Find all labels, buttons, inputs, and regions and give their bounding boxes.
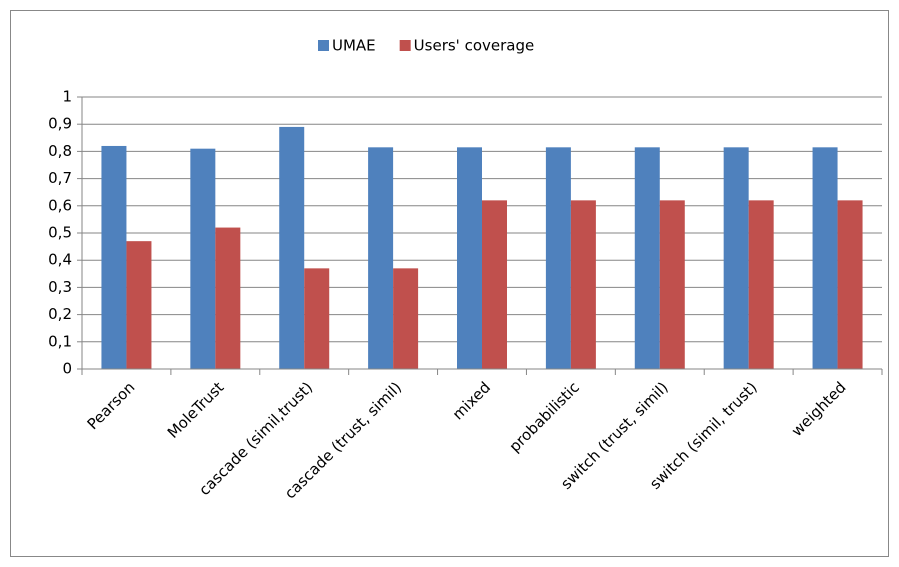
bar — [634, 147, 660, 369]
bar — [126, 241, 152, 369]
y-tick-label: 0,4 — [48, 251, 72, 269]
legend-label: UMAE — [332, 37, 376, 55]
bar — [659, 200, 685, 369]
bar — [723, 147, 749, 369]
bar — [101, 145, 127, 369]
y-tick-label: 0,2 — [48, 305, 72, 323]
bar — [215, 227, 241, 369]
bar — [279, 126, 305, 369]
y-tick-label: 1 — [62, 88, 72, 106]
y-tick-label: 0 — [62, 360, 72, 378]
legend-label: Users' coverage — [414, 37, 535, 55]
legend-swatch — [399, 40, 411, 51]
y-tick-label: 0,1 — [48, 332, 72, 350]
bar — [368, 147, 394, 369]
bar — [545, 147, 571, 369]
y-tick-label: 0,5 — [48, 224, 72, 242]
legend-swatch — [318, 40, 329, 51]
bar — [393, 268, 419, 369]
y-tick-label: 0,3 — [48, 278, 72, 296]
y-tick-label: 0,9 — [48, 115, 72, 133]
bar — [837, 200, 863, 369]
bar — [570, 200, 596, 369]
bar — [748, 200, 774, 369]
bar — [457, 147, 482, 369]
bar — [304, 268, 330, 369]
y-tick-label: 0,8 — [48, 142, 72, 160]
y-tick-label: 0,6 — [48, 196, 72, 214]
bar — [190, 148, 216, 369]
y-tick-label: 0,7 — [48, 169, 72, 187]
bar — [812, 147, 838, 369]
bar — [482, 200, 507, 369]
